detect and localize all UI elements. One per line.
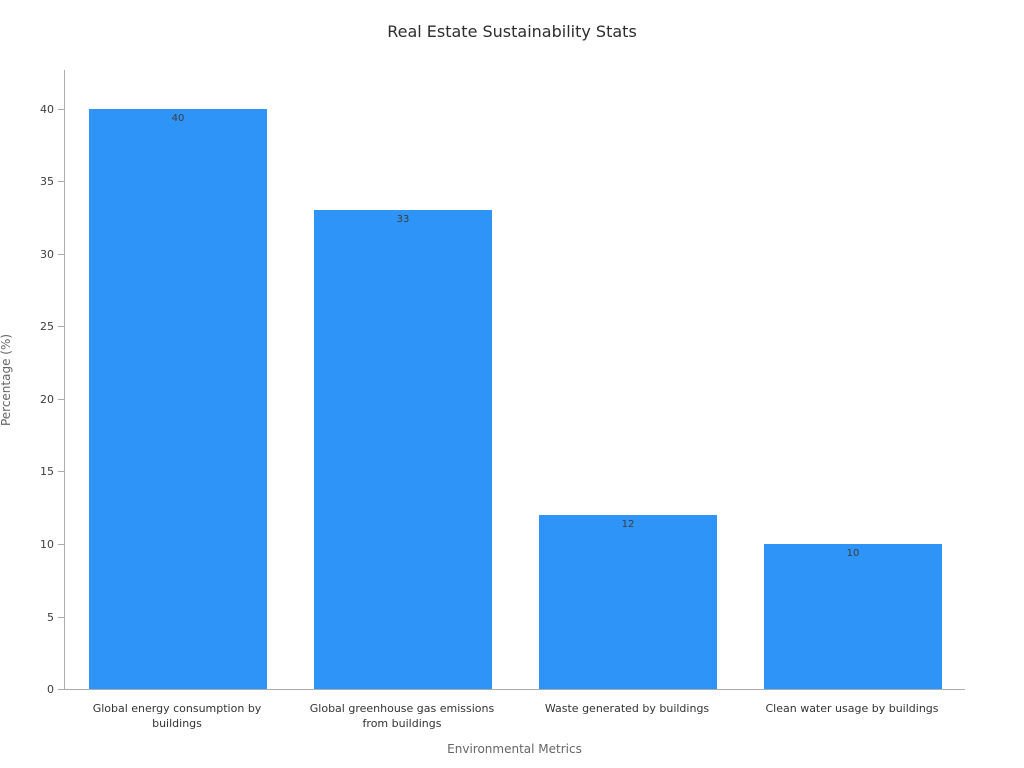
bar-3: 10 [764,544,942,689]
y-tick-mark [58,108,64,110]
y-tick-mark [58,253,64,255]
y-tick-mark [58,326,64,328]
bar-1: 33 [314,210,492,689]
y-tick-mark [58,398,64,400]
chart-title: Real Estate Sustainability Stats [387,22,637,41]
x-category-label: Waste generated by buildings [544,702,710,715]
y-tick-mark [58,471,64,473]
y-tick-label: 0 [47,683,54,696]
x-axis-title: Environmental Metrics [447,742,582,756]
y-tick-label: 15 [40,465,54,479]
plot-area: 40 33 12 10 [64,70,965,690]
y-tick-mark [58,181,64,183]
y-tick-label: 40 [40,102,54,116]
y-axis-title: Percentage (%) [0,333,13,427]
y-tick-label: 10 [40,537,54,551]
y-tick-label: 35 [40,175,54,189]
y-tick-label: 25 [40,320,54,334]
bar-2: 12 [539,515,717,689]
y-tick-mark [58,616,64,618]
x-category-label: Global greenhouse gas emissions from bui… [309,702,495,730]
y-tick-label: 30 [40,247,54,261]
y-tick-label: 20 [40,392,54,406]
y-tick-mark [58,543,64,545]
x-category-label: Clean water usage by buildings [765,702,939,715]
bar-value-label: 12 [621,519,635,530]
y-tick-mark [58,689,64,690]
bar-value-label: 33 [396,214,410,225]
bar-0: 40 [89,109,267,689]
y-tick-label: 5 [47,610,54,624]
bar-value-label: 40 [171,113,185,124]
x-category-label: Global energy consumption by buildings [92,702,262,730]
bar-value-label: 10 [846,548,860,559]
